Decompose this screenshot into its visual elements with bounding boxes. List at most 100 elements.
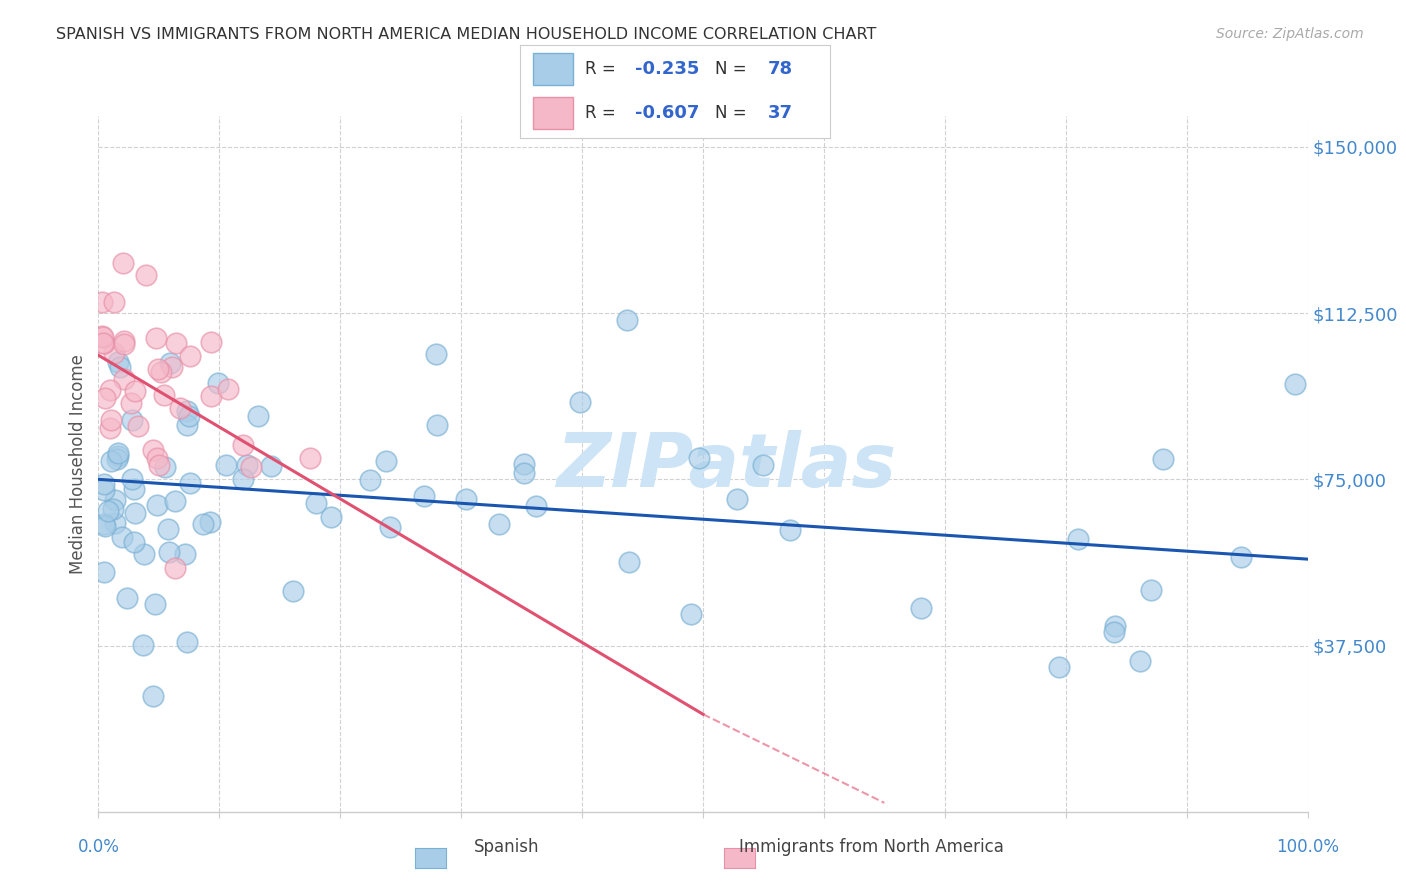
Point: [1230, 550, 1253, 565]
Point: [122, 535, 145, 549]
Point: [176, 635, 198, 649]
Point: [176, 404, 198, 418]
Point: [112, 334, 135, 348]
Point: [148, 362, 170, 376]
FancyBboxPatch shape: [533, 97, 572, 129]
Text: 78: 78: [768, 60, 793, 78]
Point: [165, 561, 187, 575]
Point: [488, 517, 510, 532]
Text: SPANISH VS IMMIGRANTS FROM NORTH AMERICA MEDIAN HOUSEHOLD INCOME CORRELATION CHA: SPANISH VS IMMIGRANTS FROM NORTH AMERICA…: [56, 27, 876, 42]
Point: [93, 483, 115, 497]
Point: [247, 409, 270, 424]
Point: [145, 331, 167, 345]
Point: [165, 336, 187, 351]
Point: [207, 376, 229, 390]
Point: [319, 510, 342, 524]
Point: [104, 516, 127, 530]
Point: [98, 421, 121, 435]
Text: ZIPatlas: ZIPatlas: [557, 430, 897, 502]
Point: [93, 336, 115, 351]
Point: [132, 547, 155, 561]
FancyBboxPatch shape: [533, 53, 572, 85]
Point: [217, 382, 239, 396]
Point: [298, 451, 321, 466]
Point: [174, 547, 197, 561]
Point: [148, 458, 170, 473]
Point: [93, 391, 115, 405]
Point: [679, 607, 702, 621]
Point: [163, 494, 186, 508]
Point: [725, 492, 748, 507]
Point: [1140, 582, 1163, 597]
Point: [513, 457, 536, 471]
Point: [135, 268, 157, 283]
Text: R =: R =: [585, 60, 621, 78]
Text: Immigrants from North America: Immigrants from North America: [740, 838, 1004, 855]
Point: [107, 449, 129, 463]
Point: [93, 517, 115, 532]
Point: [569, 395, 592, 409]
Point: [120, 396, 142, 410]
Point: [198, 515, 221, 529]
Point: [103, 294, 125, 309]
Point: [122, 482, 145, 496]
Text: N =: N =: [716, 60, 752, 78]
Point: [200, 389, 222, 403]
Point: [359, 473, 381, 487]
Point: [112, 372, 135, 386]
Point: [127, 418, 149, 433]
Point: [107, 355, 129, 369]
Point: [94, 519, 117, 533]
Point: [124, 507, 146, 521]
Point: [1049, 660, 1071, 674]
Point: [1129, 653, 1152, 667]
Point: [159, 545, 181, 559]
Text: R =: R =: [585, 104, 621, 122]
Point: [142, 689, 165, 703]
Point: [1152, 451, 1174, 466]
Point: [103, 346, 125, 360]
Point: [101, 501, 124, 516]
Point: [149, 365, 172, 379]
Text: -0.607: -0.607: [634, 104, 699, 122]
Point: [146, 498, 169, 512]
Y-axis label: Median Household Income: Median Household Income: [69, 354, 87, 574]
Point: [157, 523, 180, 537]
Point: [910, 600, 932, 615]
Point: [1102, 624, 1125, 639]
Point: [1284, 376, 1306, 391]
Point: [378, 519, 401, 533]
Point: [131, 638, 153, 652]
Point: [616, 313, 638, 327]
Point: [160, 360, 183, 375]
Point: [260, 458, 283, 473]
Point: [239, 459, 262, 474]
Point: [619, 555, 641, 569]
Point: [105, 451, 128, 466]
Point: [111, 256, 134, 270]
Point: [153, 460, 176, 475]
Point: [117, 591, 139, 606]
Point: [108, 360, 131, 375]
Point: [159, 356, 181, 370]
Point: [153, 388, 176, 402]
Point: [513, 466, 536, 480]
Point: [121, 413, 143, 427]
Point: [100, 454, 122, 468]
Point: [142, 443, 165, 458]
Point: [91, 329, 114, 343]
Text: Source: ZipAtlas.com: Source: ZipAtlas.com: [1216, 27, 1364, 41]
Point: [425, 347, 447, 361]
Point: [779, 523, 801, 537]
Text: 0.0%: 0.0%: [77, 838, 120, 855]
Point: [524, 500, 547, 514]
Text: -0.235: -0.235: [634, 60, 699, 78]
Point: [193, 516, 215, 531]
Point: [100, 413, 122, 427]
Point: [104, 492, 127, 507]
Point: [688, 451, 710, 466]
Text: 100.0%: 100.0%: [1277, 838, 1339, 855]
Point: [281, 584, 304, 599]
Point: [91, 336, 114, 351]
Point: [93, 476, 115, 491]
